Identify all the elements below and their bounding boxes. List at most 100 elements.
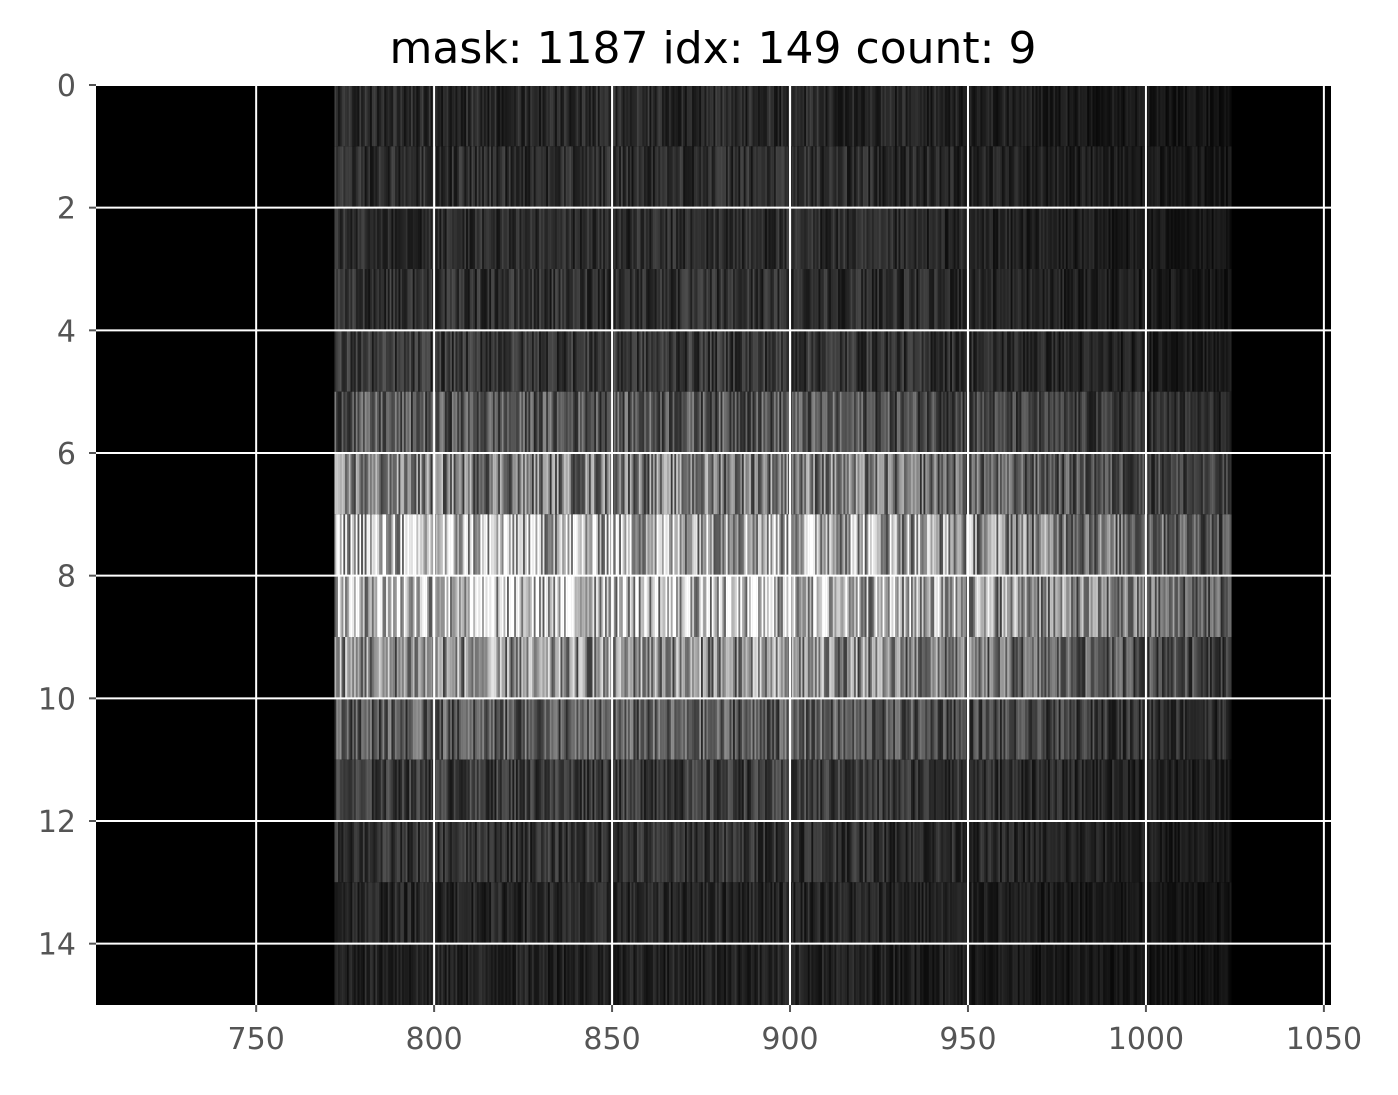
heatmap-cell [759,637,762,699]
heatmap-cell [850,453,853,515]
heatmap-cell [1014,146,1017,208]
heatmap-cell [914,85,917,147]
heatmap-cell [455,330,458,392]
heatmap-cell [375,575,378,637]
heatmap-cell [914,391,917,453]
heatmap-cell [1154,207,1157,269]
heatmap-cell [437,514,440,576]
heatmap-cell [1176,146,1179,208]
heatmap-cell [741,146,744,208]
heatmap-cell [594,85,597,147]
heatmap-cell [978,269,981,331]
heatmap-cell [1097,207,1100,269]
heatmap-cell [501,391,504,453]
heatmap-cell [1193,391,1196,453]
heatmap-cell [706,514,709,576]
heatmap-cell [672,637,675,699]
heatmap-cell [354,269,357,331]
heatmap-cell [1101,391,1104,453]
heatmap-cell [708,637,711,699]
heatmap-cell [387,391,390,453]
heatmap-cell [813,85,816,147]
heatmap-cell [601,514,604,576]
heatmap-cell [548,85,550,147]
heatmap-cell [361,85,364,147]
heatmap-cell [528,453,531,515]
heatmap-cell [1040,269,1043,331]
heatmap-cell [507,453,510,515]
heatmap-cell [437,207,440,269]
heatmap-cell [756,269,759,331]
heatmap-cell [1110,391,1113,453]
heatmap-cell [964,453,967,515]
heatmap-cell [1113,207,1116,269]
heatmap-cell [460,391,463,453]
heatmap-cell [572,637,575,699]
heatmap-cell [944,85,947,147]
heatmap-cell [681,269,684,331]
heatmap-cell [508,207,511,269]
heatmap-cell [476,85,479,147]
heatmap-cell [953,85,956,147]
heatmap-cell [670,453,673,515]
heatmap-cell [688,330,691,392]
heatmap-cell [348,514,351,576]
heatmap-cell [391,575,394,637]
heatmap-cell [807,85,810,147]
heatmap-cell [334,330,337,392]
heatmap-cell [685,514,688,576]
heatmap-cell [620,146,623,208]
heatmap-cell [1032,637,1035,699]
heatmap-cell [517,207,520,269]
heatmap-cell [1016,207,1018,269]
heatmap-cell [1000,146,1002,208]
heatmap-cell [587,269,590,331]
heatmap-cell [779,575,782,637]
heatmap-cell [542,575,545,637]
heatmap-cell [797,85,800,147]
heatmap-cell [1199,207,1202,269]
heatmap-cell [640,637,643,699]
heatmap-cell [750,637,753,699]
heatmap-cell [909,330,912,392]
heatmap-cell [951,453,954,515]
heatmap-cell [544,269,547,331]
heatmap-cell [1037,453,1040,515]
heatmap-cell [583,85,586,147]
heatmap-cell [685,453,688,515]
heatmap-cell [1169,514,1172,576]
heatmap-cell [1065,146,1068,208]
heatmap-cell [1183,146,1186,208]
heatmap-cell [991,391,994,453]
heatmap-cell [1226,575,1228,637]
heatmap-cell [727,146,730,208]
heatmap-cell [900,514,903,576]
heatmap-cell [738,207,741,269]
heatmap-cell [1049,637,1052,699]
heatmap-cell [1064,637,1067,699]
heatmap-cell [1064,514,1067,576]
heatmap-cell [955,85,958,147]
heatmap-cell [971,514,974,576]
heatmap-cell [521,85,524,147]
heatmap-cell [590,269,593,331]
heatmap-cell [496,453,499,515]
heatmap-cell [380,514,383,576]
heatmap-cell [430,514,433,576]
heatmap-cell [1008,269,1011,331]
heatmap-cell [916,330,919,392]
heatmap-cell [480,85,483,147]
heatmap-cell [1051,453,1054,515]
heatmap-cell [964,391,967,453]
heatmap-cell [704,269,707,331]
heatmap-cell [1026,85,1029,147]
heatmap-cell [338,514,340,576]
heatmap-cell [562,330,565,392]
heatmap-cell [946,207,949,269]
heatmap-cell [980,637,983,699]
heatmap-cell [1156,391,1159,453]
heatmap-cell [1197,146,1200,208]
heatmap-cell [546,453,549,515]
heatmap-cell [759,269,762,331]
heatmap-cell [375,330,378,392]
